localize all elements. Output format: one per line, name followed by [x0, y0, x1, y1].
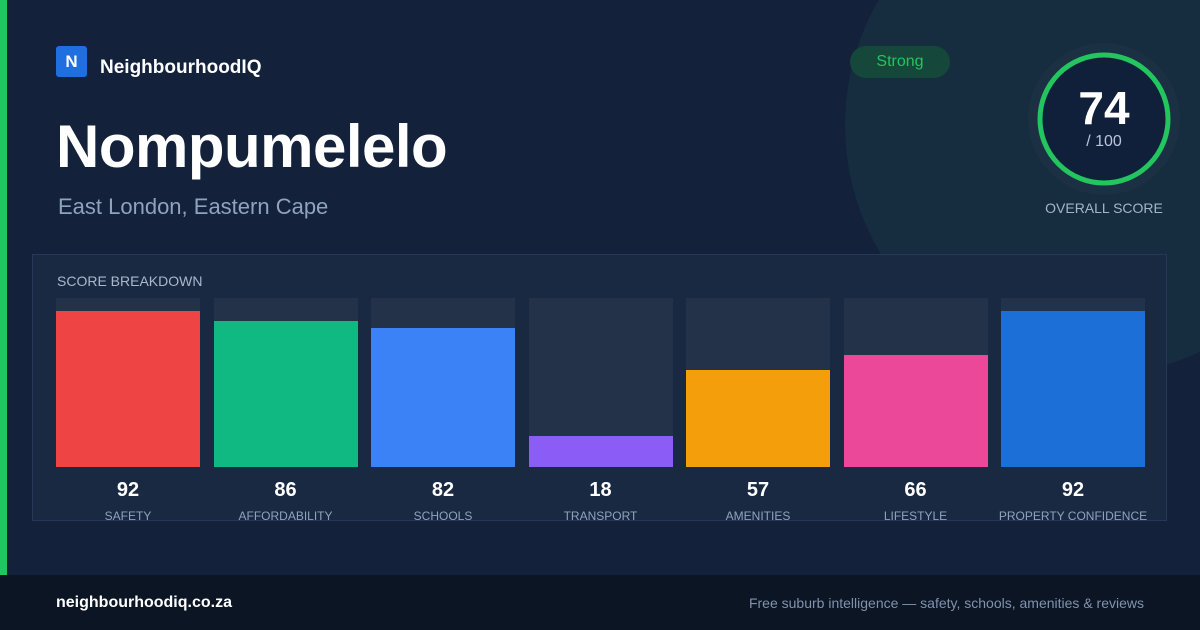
bar-label: AFFORDABILITY [238, 509, 333, 523]
suburb-location: East London, Eastern Cape [58, 194, 329, 219]
score-bar-schools: 82 SCHOOLS [371, 298, 515, 523]
bar-track [528, 298, 673, 467]
footer-url[interactable]: neighbourhoodiq.co.za [56, 594, 232, 611]
bar-label: AMENITIES [725, 509, 791, 523]
footer: neighbourhoodiq.co.za Free suburb intell… [0, 575, 1200, 630]
bar-label: PROPERTY CONFIDENCE [998, 509, 1148, 523]
bar-label: SAFETY [104, 509, 152, 523]
bar-label: TRANSPORT [563, 509, 638, 523]
score-bar-affordability: 86 AFFORDABILITY [213, 298, 358, 523]
overall-score-ring: 74 / 100 [1028, 43, 1180, 195]
bar-fill [528, 436, 673, 467]
bar-track [1001, 298, 1145, 467]
footer-tagline: Free suburb intelligence — safety, schoo… [748, 595, 1144, 611]
bar-value: 92 [1061, 479, 1085, 501]
bar-fill [843, 355, 988, 467]
score-bar-lifestyle: 66 LIFESTYLE [843, 298, 988, 523]
score-breakdown-panel: SCORE BREAKDOWN 92 SAFETY 86 AFFORDABILITY 8… [32, 254, 1167, 523]
bar-fill [56, 311, 200, 467]
bar-label: LIFESTYLE [883, 509, 948, 523]
hero-card: N NeighbourhoodIQ Nompumelelo East Londo… [0, 0, 1200, 575]
bar-track [686, 298, 830, 467]
overall-score-value: 74 [1078, 82, 1130, 134]
brand-name: NeighbourhoodIQ [100, 57, 262, 78]
bar-fill [213, 321, 358, 467]
score-breakdown-title: SCORE BREAKDOWN [57, 273, 203, 289]
bar-value: 92 [116, 479, 140, 501]
rating-badge: Strong [850, 46, 950, 78]
bar-label: SCHOOLS [413, 509, 473, 523]
bar-value: 18 [589, 479, 612, 501]
bar-value: 57 [746, 479, 770, 501]
score-ring-graphic [1028, 43, 1180, 195]
bar-track [843, 298, 988, 467]
suburb-title: Nompumelelo [56, 113, 448, 180]
bar-fill [1001, 311, 1145, 467]
score-bar-safety: 92 SAFETY [56, 298, 200, 523]
brand-logo-icon: N [56, 46, 87, 77]
overall-score-max: / 100 [1086, 133, 1122, 150]
score-bar-property-confidence: 92 PROPERTY CONFIDENCE [999, 298, 1147, 523]
bar-fill [686, 370, 830, 467]
accent-stripe [0, 0, 7, 575]
overall-score-label: OVERALL SCORE [1045, 200, 1163, 216]
bar-value: 82 [431, 479, 455, 501]
score-bar-amenities: 57 AMENITIES [686, 298, 830, 523]
score-bar-transport: 18 TRANSPORT [528, 298, 673, 523]
bar-track [371, 298, 515, 467]
bar-fill [371, 328, 515, 467]
bar-value: 86 [274, 479, 297, 501]
bar-value: 66 [904, 479, 927, 501]
bar-track [213, 298, 358, 467]
bar-track [56, 298, 200, 467]
